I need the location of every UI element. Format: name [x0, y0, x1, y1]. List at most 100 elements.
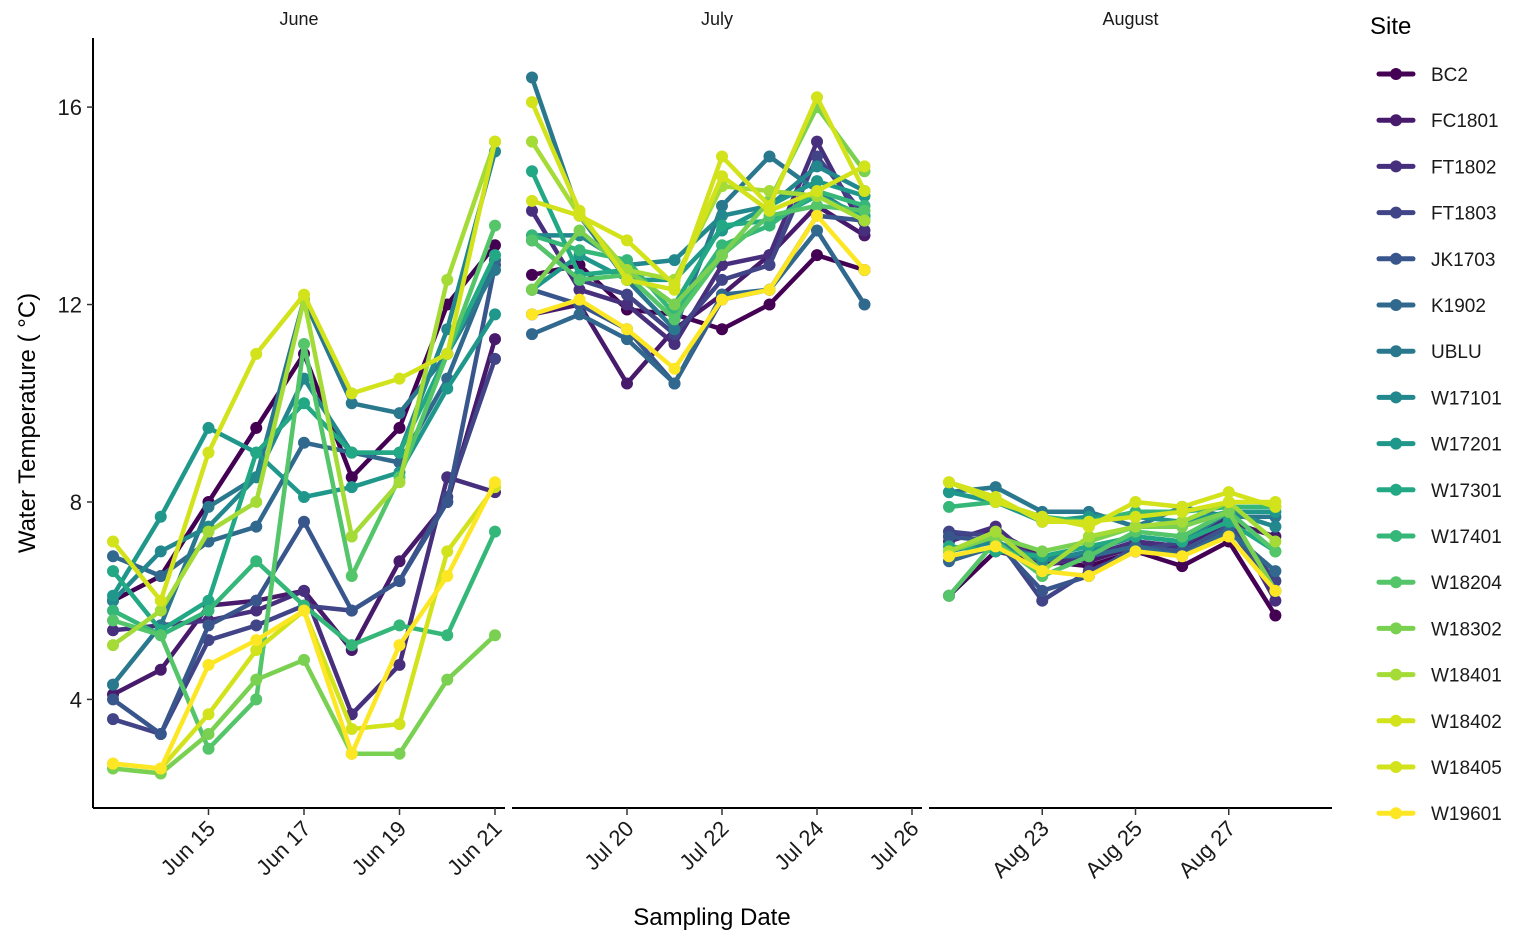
- data-point: [1269, 609, 1282, 622]
- x-tick-label: Aug 27: [1173, 816, 1240, 883]
- data-point: [989, 481, 1002, 494]
- data-point: [858, 224, 871, 237]
- data-point: [250, 619, 263, 632]
- legend-label: UBLU: [1431, 342, 1482, 363]
- data-point: [107, 550, 119, 563]
- data-point: [489, 249, 501, 262]
- data-point: [1082, 515, 1095, 528]
- legend: Site BC2 FC1801 FT1802 FT1803 JK1703 K1902 UBL…: [1370, 13, 1502, 825]
- data-point: [202, 500, 215, 513]
- data-point: [621, 298, 633, 311]
- legend-key-point: [1390, 714, 1402, 727]
- y-axis-title: Water Temperature ( °C): [14, 293, 41, 553]
- data-point: [202, 446, 215, 459]
- data-point: [250, 644, 263, 657]
- legend-key-point: [1390, 160, 1402, 173]
- data-point: [943, 500, 955, 513]
- data-point: [489, 263, 501, 276]
- data-point: [716, 273, 728, 286]
- data-point: [989, 491, 1002, 504]
- legend-item-FT1803: FT1803: [1376, 204, 1496, 225]
- data-point: [345, 387, 358, 400]
- data-point: [763, 219, 776, 232]
- data-point: [250, 634, 263, 647]
- data-point: [1222, 486, 1235, 499]
- data-point: [441, 545, 454, 558]
- data-point: [489, 308, 501, 321]
- data-point: [621, 288, 633, 301]
- series-line: [946, 479, 1278, 529]
- legend-key-point: [1390, 206, 1402, 219]
- data-point: [716, 150, 728, 163]
- data-point: [345, 471, 358, 484]
- data-point: [298, 397, 310, 410]
- legend-item-BC2: BC2: [1376, 65, 1468, 86]
- data-point: [668, 254, 681, 267]
- data-point: [298, 584, 310, 597]
- legend-label: FT1803: [1431, 204, 1496, 225]
- series-K1902: [526, 224, 871, 390]
- x-tick-label: Aug 23: [987, 816, 1054, 883]
- data-point: [943, 530, 955, 543]
- data-point: [763, 298, 776, 311]
- legend-item-W17301: W17301: [1376, 481, 1502, 502]
- data-point: [1176, 515, 1189, 528]
- data-point: [621, 273, 633, 286]
- data-point: [1129, 510, 1142, 523]
- series-line: [529, 178, 867, 292]
- data-point: [668, 313, 681, 326]
- data-point: [345, 723, 358, 736]
- data-point: [489, 476, 501, 489]
- data-point: [1176, 560, 1189, 573]
- data-point: [621, 377, 633, 390]
- data-point: [811, 135, 823, 148]
- data-point: [716, 219, 728, 232]
- legend-item-W18302: W18302: [1376, 619, 1502, 640]
- data-point: [154, 762, 167, 775]
- data-point: [107, 713, 119, 726]
- data-point: [763, 204, 776, 217]
- data-point: [107, 624, 119, 637]
- legend-label: W19601: [1431, 804, 1502, 825]
- x-tick-label: Jul 22: [674, 816, 733, 875]
- data-point: [1269, 495, 1282, 508]
- data-point: [393, 555, 406, 568]
- data-point: [716, 170, 728, 183]
- data-point: [811, 199, 823, 212]
- data-point: [489, 352, 501, 365]
- data-point: [621, 254, 633, 267]
- data-point: [1036, 515, 1049, 528]
- data-point: [858, 160, 871, 173]
- data-point: [250, 347, 263, 360]
- legend-item-UBLU: UBLU: [1376, 342, 1482, 363]
- data-point: [858, 204, 871, 217]
- series-line: [529, 104, 867, 307]
- legend-key-point: [1390, 345, 1402, 358]
- legend-key-point: [1390, 807, 1402, 820]
- data-point: [107, 678, 119, 691]
- legend-key-point: [1390, 437, 1402, 450]
- data-point: [202, 658, 215, 671]
- data-point: [345, 747, 358, 760]
- data-point: [668, 323, 681, 336]
- data-point: [250, 693, 263, 706]
- data-point: [393, 747, 406, 760]
- data-point: [154, 727, 167, 740]
- x-tick-label: Jun 21: [442, 816, 506, 880]
- series-W19601: [943, 530, 1282, 597]
- data-point: [763, 283, 776, 296]
- data-point: [298, 515, 310, 528]
- data-point: [989, 540, 1002, 553]
- data-point: [811, 175, 823, 188]
- data-point: [250, 520, 263, 533]
- data-point: [573, 244, 586, 257]
- data-point: [526, 96, 538, 109]
- legend-key-point: [1390, 68, 1402, 80]
- data-point: [202, 742, 215, 755]
- data-point: [1129, 495, 1142, 508]
- legend-label: W18405: [1431, 758, 1502, 779]
- data-point: [811, 160, 823, 173]
- data-point: [526, 204, 538, 217]
- data-point: [393, 619, 406, 632]
